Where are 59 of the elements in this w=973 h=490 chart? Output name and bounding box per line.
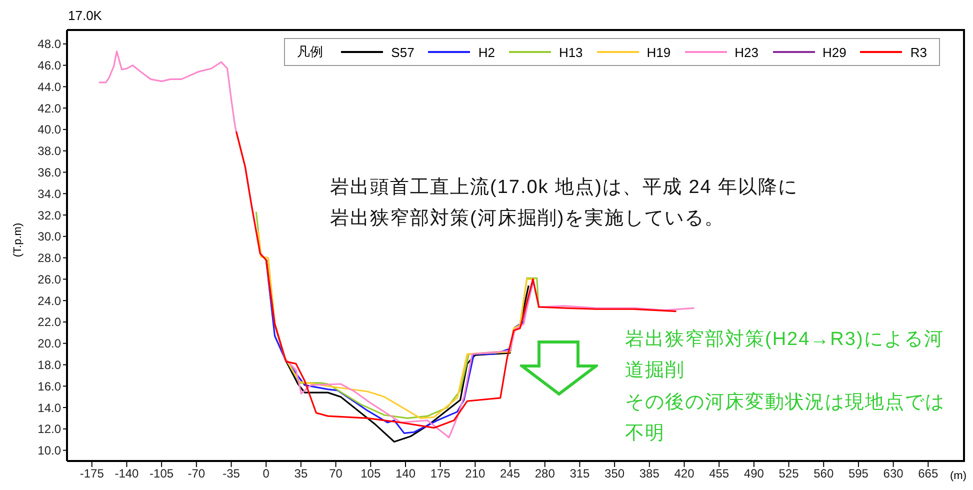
y-tick-label: 20.0: [38, 336, 62, 351]
annotation: 岩出狭窄部対策(H24→R3)による河道掘削: [625, 328, 945, 383]
x-tick-label: 665: [918, 466, 938, 481]
y-tick-label: 26.0: [38, 272, 62, 286]
x-tick-label: 35: [294, 466, 308, 481]
y-tick-label: 42.0: [38, 101, 62, 116]
x-tick-label: 595: [848, 466, 869, 481]
legend-label: H23: [734, 44, 759, 60]
x-tick-label: 245: [500, 466, 520, 481]
x-tick-label: 350: [604, 466, 625, 481]
y-tick-label: 46.0: [38, 58, 62, 73]
legend-label: H29: [822, 44, 846, 60]
chart-title: 17.0K: [68, 8, 102, 23]
legend-label: R3: [910, 44, 927, 60]
y-tick-label: 30.0: [38, 230, 62, 244]
y-tick-label: 12.0: [38, 422, 62, 436]
y-tick-label: 16.0: [38, 379, 62, 394]
legend-label: H2: [478, 44, 495, 60]
x-tick-label: 630: [883, 466, 904, 481]
x-tick-label: -105: [150, 466, 174, 481]
x-tick-label: -175: [80, 466, 104, 481]
x-tick-label: 385: [639, 466, 660, 481]
y-tick-label: 34.0: [38, 186, 62, 201]
y-tick-label: 18.0: [38, 358, 62, 372]
x-tick-label: 315: [570, 466, 590, 481]
x-tick-label: 455: [709, 466, 730, 481]
legend-title: 凡例: [297, 43, 324, 61]
x-tick-label: 70: [329, 466, 343, 481]
legend-label: S57: [391, 44, 414, 60]
x-axis-title: (m): [950, 470, 966, 482]
y-tick-label: 32.0: [38, 208, 62, 222]
y-tick-label: 40.0: [38, 122, 62, 137]
y-tick-label: 48.0: [38, 37, 62, 52]
x-tick-label: -140: [114, 466, 140, 481]
x-tick-label: 140: [395, 466, 416, 481]
annotation: その後の河床変動状況は現地点では不明: [625, 391, 946, 446]
annotation: 岩出頭首工直上流(17.0k 地点)は、平成 24 年以降に岩出狭窄部対策(河床掘削)を実施している。: [330, 176, 800, 231]
x-tick-label: -35: [222, 466, 240, 481]
y-tick-label: 14.0: [38, 400, 62, 415]
y-tick-label: 44.0: [38, 80, 62, 94]
y-tick-label: 28.0: [38, 251, 62, 266]
legend-label: H19: [646, 44, 671, 60]
x-tick-label: 210: [465, 466, 486, 481]
x-tick-label: 280: [534, 466, 556, 481]
x-tick-label: 0: [262, 466, 270, 481]
y-tick-label: 36.0: [38, 166, 62, 180]
x-tick-label: 105: [360, 466, 381, 481]
x-tick-label: 175: [430, 466, 451, 481]
x-tick-label: 560: [814, 466, 834, 481]
x-tick-label: -70: [188, 466, 206, 481]
y-tick-label: 22.0: [38, 315, 62, 330]
y-axis-title: (T.p.m): [12, 222, 24, 258]
y-tick-label: 24.0: [38, 294, 62, 308]
y-tick-label: 38.0: [38, 144, 62, 158]
x-tick-label: 525: [778, 466, 800, 481]
y-tick-label: 10.0: [38, 444, 62, 458]
legend-label: H13: [558, 44, 583, 60]
x-tick-label: 490: [744, 466, 764, 481]
x-tick-label: 420: [674, 466, 695, 481]
